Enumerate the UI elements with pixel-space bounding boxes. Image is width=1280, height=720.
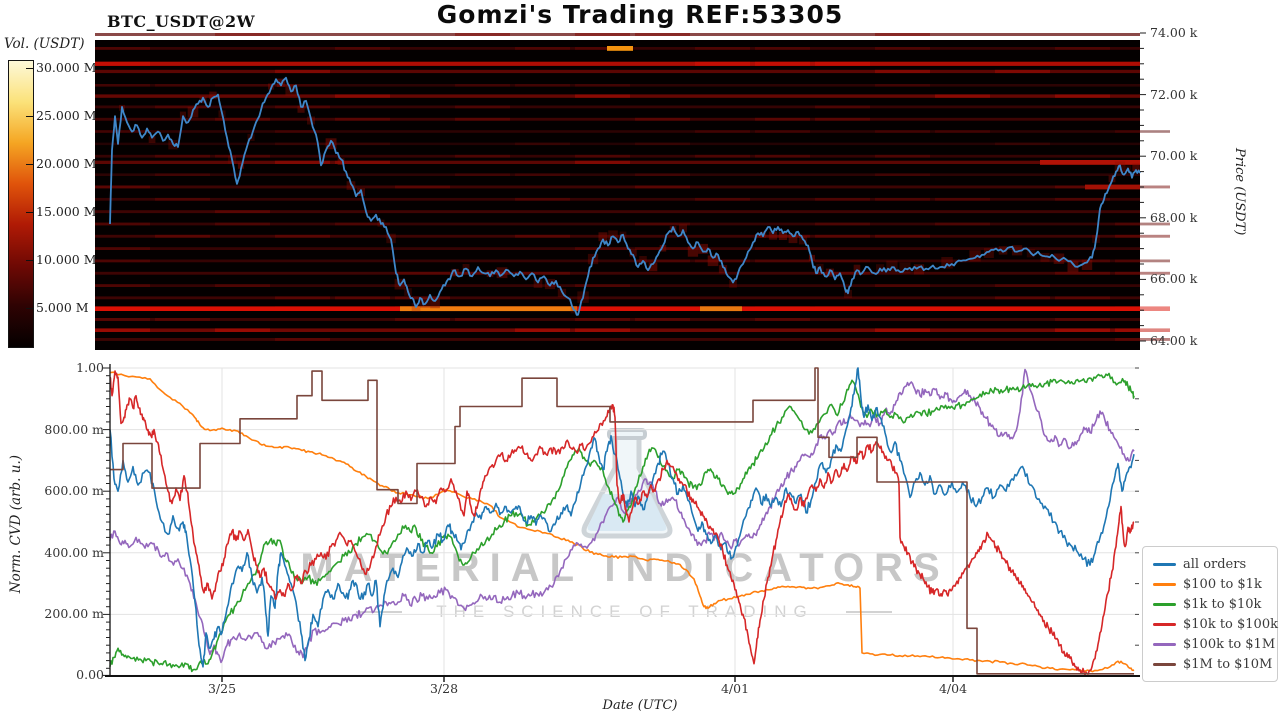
series--100-to-1k <box>109 371 1135 673</box>
cvd-xtick-label: 3/28 <box>429 681 459 696</box>
colorbar-tick <box>26 212 33 213</box>
cvd-xtick-label: 4/01 <box>720 681 750 696</box>
colorbar-tick-label: 20.000 M <box>36 156 97 171</box>
cvd-ytick-label: 800.00 m <box>44 421 104 437</box>
colorbar-tick <box>26 116 33 117</box>
legend-label: $100 to $1k <box>1183 576 1262 592</box>
price-tick-label: 66.00 k <box>1150 271 1198 287</box>
colorbar-tick <box>26 260 33 261</box>
cvd-ytick-label: 1.00 <box>76 360 104 375</box>
colorbar-tick-label: 5.000 M <box>36 300 89 315</box>
legend-swatch-purple <box>1153 642 1176 646</box>
legend-item-1k-10k: $1k to $10k <box>1153 594 1268 614</box>
price-tick-label: 72.00 k <box>1150 86 1198 102</box>
legend-label: $1k to $10k <box>1183 596 1262 612</box>
cvd-chart <box>103 364 1140 682</box>
cvd-x-axis-title: Date (UTC) <box>602 698 678 713</box>
legend-item-100k-1M: $100k to $1M <box>1153 634 1275 654</box>
cvd-y-axis-title: Norm. CVD (arb. u.) <box>8 455 24 594</box>
legend-swatch-brown <box>1153 662 1176 666</box>
legend-item-10k-100k: $10k to $100k <box>1153 614 1278 634</box>
legend-swatch-blue <box>1153 562 1176 566</box>
cvd-ytick-label: 400.00 m <box>44 544 104 560</box>
price-axis-title: Price (USDT) <box>1232 148 1247 236</box>
price-heatmap-chart <box>95 32 1170 350</box>
cvd-xtick-label: 3/25 <box>207 681 237 696</box>
legend-swatch-orange <box>1153 582 1176 586</box>
legend-swatch-red <box>1153 622 1176 626</box>
cvd-ytick-label: 200.00 m <box>44 606 104 622</box>
symbol-label: BTC_USDT@2W <box>107 12 256 31</box>
colorbar-tick-label: 30.000 M <box>36 60 97 75</box>
colorbar-title: Vol. (USDT) <box>4 36 85 52</box>
legend: all orders $100 to $1k $1k to $10k $10k … <box>1142 546 1278 682</box>
price-tick-label: 70.00 k <box>1150 148 1198 164</box>
series--1k-to-10k <box>109 372 1135 673</box>
series--100k-to-1M <box>109 368 1135 664</box>
page-title: Gomzi's Trading REF:53305 <box>436 0 844 29</box>
series-all-orders <box>109 367 1135 668</box>
legend-item-all-orders: all orders <box>1153 554 1268 574</box>
colorbar-tick <box>26 308 33 309</box>
cvd-xtick-label: 4/04 <box>938 681 968 696</box>
legend-item-100-1k: $100 to $1k <box>1153 574 1268 594</box>
legend-swatch-green <box>1153 602 1176 606</box>
colorbar-tick <box>26 164 33 165</box>
series--1M-to-10M <box>110 367 1134 675</box>
colorbar-tick-label: 25.000 M <box>36 108 97 123</box>
colorbar-tick <box>26 68 33 69</box>
price-tick-label: 68.00 k <box>1150 209 1198 225</box>
colorbar-tick-label: 10.000 M <box>36 252 97 267</box>
price-tick-label: 74.00 k <box>1150 25 1198 40</box>
cvd-ytick-label: 0.00 <box>76 667 104 683</box>
cvd-ytick-label: 600.00 m <box>44 483 104 499</box>
colorbar-tick-label: 15.000 M <box>36 204 97 219</box>
legend-label: $100k to $1M <box>1183 636 1276 652</box>
legend-label: $1M to $10M <box>1183 656 1273 672</box>
legend-label: all orders <box>1183 556 1247 572</box>
price-tick-label: 64.00 k <box>1150 333 1198 348</box>
volume-colorbar <box>8 60 34 348</box>
legend-label: $10k to $100k <box>1183 616 1278 632</box>
series--10k-to-100k <box>109 370 1135 677</box>
legend-item-1M-10M: $1M to $10M <box>1153 654 1272 674</box>
